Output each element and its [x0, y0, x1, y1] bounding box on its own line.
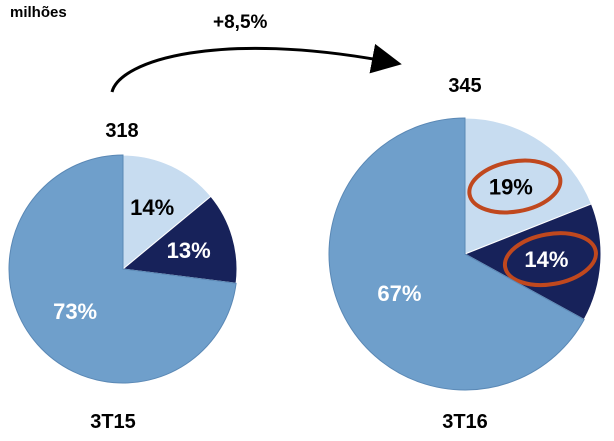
slice-label-3t15-1: 13%: [167, 238, 211, 263]
slice-label-3t15-0: 14%: [130, 195, 174, 220]
slice-label-3t16-0: 19%: [489, 175, 533, 200]
highlight-ring-3t16-0: [467, 158, 563, 215]
pie-3t15: 14% 13% 73%: [8, 154, 238, 384]
slice-label-3t16-2: 67%: [377, 281, 421, 306]
pie-slice-3t16-2: [328, 117, 585, 391]
pie-slice-3t15-1: [121, 195, 238, 284]
unit-label: milhões: [10, 4, 67, 21]
period-label-3t16: 3T16: [442, 411, 488, 433]
period-label-3t15: 3T15: [90, 411, 136, 433]
total-3t16: 345: [448, 75, 482, 97]
total-3t15: 318: [105, 120, 139, 142]
pie-slice-3t16-0: [464, 117, 593, 255]
highlight-ring-3t16-1: [502, 231, 598, 288]
pie-slice-3t15-2: [8, 154, 237, 384]
growth-arrow-curve: [110, 43, 402, 93]
growth-label: +8,5%: [213, 12, 268, 33]
slice-label-3t15-2: 73%: [53, 299, 97, 324]
pie-3t16: 19% 14% 67%: [328, 117, 602, 391]
slice-label-3t16-1: 14%: [524, 247, 568, 272]
pie-slice-3t15-0: [122, 154, 212, 271]
